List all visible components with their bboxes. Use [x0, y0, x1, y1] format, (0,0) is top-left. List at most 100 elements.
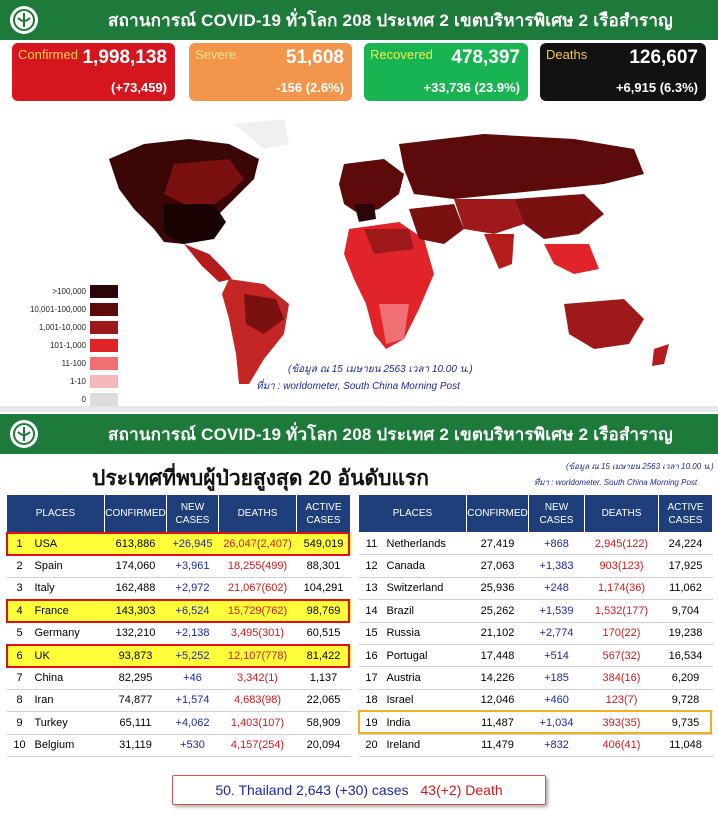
- cell-place: USA: [32, 532, 105, 556]
- stat-label: Deaths: [546, 47, 588, 62]
- col-places: PLACES: [6, 494, 105, 533]
- cell-place: Italy: [32, 577, 105, 601]
- cell-deaths: 18,255(499): [218, 554, 297, 578]
- legend-label: >100,000: [52, 286, 86, 296]
- cell-new: +3,961: [166, 554, 219, 578]
- cell-rank: 10: [6, 734, 33, 757]
- stat-box-deaths: Deaths 126,607 +6,915 (6.3%): [540, 43, 706, 101]
- table-row: 11 Netherlands 27,419 +868 2,945(122) 24,224: [358, 532, 713, 556]
- table-row: 15 Russia 21,102 +2,774 170(22) 19,238: [358, 622, 713, 645]
- cell-deaths: 26,047(2,407): [218, 532, 297, 556]
- table-row: 3 Italy 162,488 +2,972 21,067(602) 104,291: [6, 577, 351, 601]
- cell-confirmed: 14,226: [466, 666, 529, 690]
- cell-place: Turkey: [32, 711, 105, 735]
- cell-confirmed: 17,448: [466, 644, 529, 668]
- map-source-note: ที่มา : worldometer, South China Morning…: [256, 381, 460, 392]
- cell-confirmed: 93,873: [104, 644, 167, 668]
- cell-confirmed: 27,063: [466, 554, 529, 578]
- legend-swatch: [90, 284, 118, 298]
- ranking-table-right: PLACES CONFIRMED NEW CASES DEATHS ACTIVE…: [358, 494, 713, 757]
- cell-deaths: 384(16): [584, 666, 659, 690]
- cell-place: Iran: [32, 689, 105, 713]
- col-active-cases: ACTIVE CASES: [296, 494, 351, 533]
- cell-new: +530: [166, 734, 219, 757]
- cell-rank: 18: [358, 689, 385, 713]
- cell-active: 58,909: [296, 711, 351, 735]
- section2-title: สถานการณ์ COVID-19 ทั่วโลก 208 ประเทศ 2 …: [108, 424, 673, 444]
- cell-new: +46: [166, 666, 219, 690]
- cell-place: Spain: [32, 554, 105, 578]
- world-map-svg: [109, 119, 669, 384]
- cell-rank: 2: [6, 554, 33, 578]
- cell-place: Netherlands: [384, 532, 467, 556]
- cell-place: Brazil: [384, 599, 467, 623]
- cell-rank: 16: [358, 644, 385, 668]
- cell-place: Russia: [384, 622, 467, 645]
- cell-place: France: [32, 599, 105, 623]
- cell-deaths: 3,495(301): [218, 622, 297, 645]
- col-confirmed: CONFIRMED: [104, 494, 167, 533]
- cell-new: +868: [528, 532, 585, 556]
- table-row: 8 Iran 74,877 +1,574 4,683(98) 22,065: [6, 689, 351, 713]
- col-confirmed: CONFIRMED: [466, 494, 529, 533]
- table-row: 20 Ireland 11,479 +832 406(41) 11,048: [358, 734, 713, 757]
- cell-active: 549,019: [296, 532, 351, 556]
- table-header-row: PLACES CONFIRMED NEW CASES DEATHS ACTIVE…: [358, 494, 713, 533]
- cell-confirmed: 11,487: [466, 711, 529, 735]
- stat-value: 126,607: [629, 47, 698, 68]
- cell-new: +1,034: [528, 711, 585, 735]
- cell-new: +2,972: [166, 577, 219, 601]
- cell-rank: 14: [358, 599, 385, 623]
- cell-confirmed: 25,262: [466, 599, 529, 623]
- cell-rank: 7: [6, 666, 33, 690]
- cell-rank: 1: [6, 532, 33, 556]
- cell-deaths: 1,174(36): [584, 577, 659, 601]
- cell-new: +2,774: [528, 622, 585, 645]
- legend-swatch: [90, 356, 118, 370]
- stat-label: Severe: [195, 47, 237, 62]
- legend-label: 1-10: [69, 376, 86, 386]
- cell-active: 88,301: [296, 554, 351, 578]
- table-row: 7 China 82,295 +46 3,342(1) 1,137: [6, 666, 351, 690]
- cell-rank: 20: [358, 734, 385, 757]
- page-title: สถานการณ์ COVID-19 ทั่วโลก 208 ประเทศ 2 …: [108, 10, 673, 30]
- cell-active: 81,422: [296, 644, 351, 668]
- stat-label: Recovered: [370, 47, 433, 62]
- cell-active: 1,137: [296, 666, 351, 690]
- stat-box-recovered: Recovered 478,397 +33,736 (23.9%): [364, 43, 528, 101]
- cell-place: Portugal: [384, 644, 467, 668]
- cell-rank: 5: [6, 622, 33, 645]
- cell-confirmed: 74,877: [104, 689, 167, 713]
- cell-active: 17,925: [658, 554, 713, 578]
- legend-label: 11-100: [61, 358, 86, 368]
- cell-place: UK: [32, 644, 105, 668]
- stat-value: 51,608: [285, 47, 344, 68]
- thailand-summary: 50. Thailand 2,643 (+30) cases 43(+2) De…: [172, 775, 546, 805]
- cell-new: +1,383: [528, 554, 585, 578]
- cell-deaths: 21,067(602): [218, 577, 297, 601]
- cell-rank: 11: [358, 532, 385, 556]
- legend-swatch: [90, 302, 118, 316]
- stat-change: -156 (2.6%): [276, 80, 344, 95]
- col-deaths: DEATHS: [218, 494, 297, 533]
- stat-value: 478,397: [451, 47, 520, 68]
- cell-active: 9,704: [658, 599, 713, 623]
- col-active-cases: ACTIVE CASES: [658, 494, 713, 533]
- cell-rank: 8: [6, 689, 33, 713]
- cell-place: Germany: [32, 622, 105, 645]
- cell-deaths: 4,683(98): [218, 689, 297, 713]
- table-row: 19 India 11,487 +1,034 393(35) 9,735: [358, 711, 713, 735]
- table-header-row: PLACES CONFIRMED NEW CASES DEATHS ACTIVE…: [6, 494, 351, 533]
- cell-confirmed: 21,102: [466, 622, 529, 645]
- cell-deaths: 903(123): [584, 554, 659, 578]
- cell-active: 22,065: [296, 689, 351, 713]
- cell-active: 6,209: [658, 666, 713, 690]
- table-row: 6 UK 93,873 +5,252 12,107(778) 81,422: [6, 644, 351, 668]
- legend-label: 10,001-100,000: [29, 304, 86, 314]
- legend-swatch: [90, 374, 118, 388]
- cell-active: 24,224: [658, 532, 713, 556]
- cell-active: 9,728: [658, 689, 713, 713]
- table-source-note: ที่มา : worldometer, South China Morning…: [534, 478, 698, 487]
- cell-new: +185: [528, 666, 585, 690]
- cell-place: India: [384, 711, 467, 735]
